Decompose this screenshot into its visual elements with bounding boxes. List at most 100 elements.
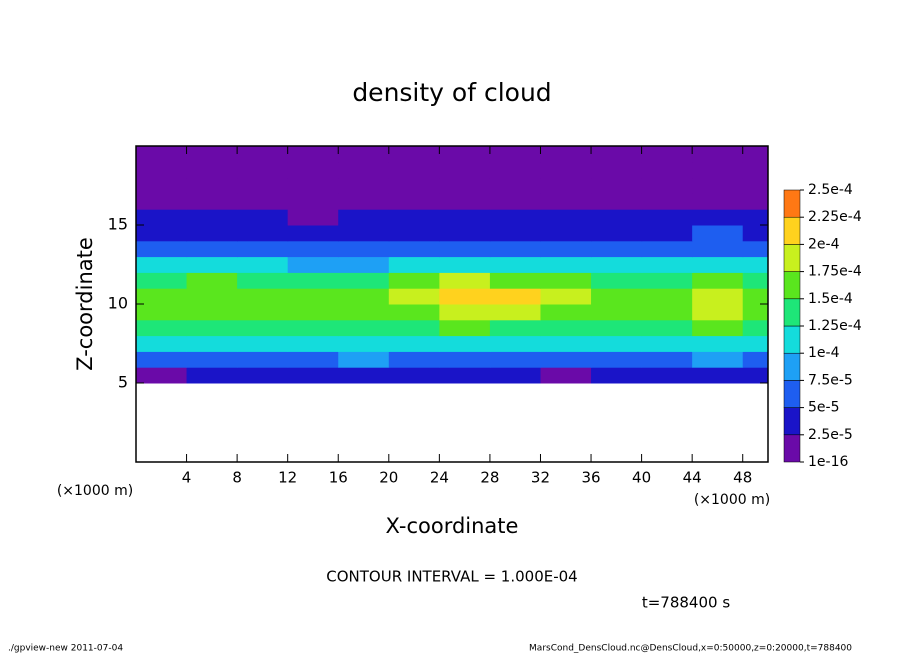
contour-cell xyxy=(692,367,744,384)
contour-cell xyxy=(338,161,390,179)
contour-cell xyxy=(591,256,643,273)
colorbar-label: 2.5e-5 xyxy=(808,427,853,443)
contour-cell xyxy=(742,146,769,163)
contour-cell xyxy=(489,209,541,226)
contour-cell xyxy=(439,288,491,305)
contour-cell xyxy=(136,209,188,226)
contour-cell xyxy=(136,367,188,384)
contour-cell xyxy=(388,146,440,163)
contour-cell xyxy=(641,177,693,194)
contour-cell xyxy=(641,209,693,226)
contour-cell xyxy=(237,304,289,321)
x-tick-label: 12 xyxy=(278,469,297,487)
contour-cell xyxy=(439,304,491,321)
contour-cell xyxy=(388,256,440,273)
contour-cell xyxy=(186,351,238,368)
time-note: t=788400 s xyxy=(642,594,730,612)
contour-cell xyxy=(439,240,491,258)
contour-cell xyxy=(641,272,693,289)
x-tick-label: 24 xyxy=(430,469,449,487)
contour-cell xyxy=(439,161,491,179)
x-tick-label: 8 xyxy=(232,469,242,487)
contour-cell xyxy=(186,209,238,226)
contour-cell xyxy=(641,335,693,352)
contour-cell xyxy=(237,256,289,273)
contour-cell xyxy=(540,304,592,321)
contour-cell xyxy=(591,367,643,384)
contour-cell xyxy=(641,304,693,321)
contour-cell xyxy=(186,193,238,210)
contour-cell xyxy=(742,319,769,337)
contour-cell xyxy=(287,256,339,273)
x-tick-label: 28 xyxy=(480,469,499,487)
contour-cell xyxy=(287,319,339,337)
contour-cell xyxy=(237,335,289,352)
contour-cell xyxy=(641,225,693,242)
contour-cell xyxy=(186,256,238,273)
contour-cell xyxy=(692,161,744,179)
contour-cell xyxy=(237,209,289,226)
contour-cell xyxy=(186,319,238,337)
contour-cell xyxy=(692,256,744,273)
contour-cell xyxy=(287,209,339,226)
contour-cell xyxy=(388,367,440,384)
contour-cell xyxy=(641,351,693,368)
contour-cell xyxy=(742,225,769,242)
contour-cell xyxy=(540,272,592,289)
contour-cell xyxy=(540,209,592,226)
colorbar-swatch xyxy=(783,244,801,272)
contour-cell xyxy=(439,225,491,242)
contour-cell xyxy=(338,272,390,289)
contour-cell xyxy=(692,288,744,305)
contour-cell xyxy=(136,177,188,194)
contour-cell xyxy=(591,240,643,258)
contour-cell xyxy=(338,225,390,242)
contour-cell xyxy=(540,146,592,163)
colorbar-label: 1.25e-4 xyxy=(808,318,862,334)
contour-cell xyxy=(489,256,541,273)
contour-cell xyxy=(439,335,491,352)
contour-cell xyxy=(742,209,769,226)
contour-cell xyxy=(692,146,744,163)
contour-cell xyxy=(338,319,390,337)
contour-cell xyxy=(136,240,188,258)
contour-cell xyxy=(287,367,339,384)
contour-cell xyxy=(186,335,238,352)
colorbar-swatch xyxy=(783,216,801,245)
contour-cell xyxy=(287,193,339,210)
contour-cell xyxy=(287,351,339,368)
contour-cell xyxy=(136,319,188,337)
contour-cell xyxy=(692,351,744,368)
colorbar-label: 7.5e-5 xyxy=(808,372,853,388)
contour-cell xyxy=(540,288,592,305)
contour-cell xyxy=(186,177,238,194)
contour-cell xyxy=(388,319,440,337)
contour-cell xyxy=(742,335,769,352)
contour-cell xyxy=(136,335,188,352)
contour-cell xyxy=(237,240,289,258)
contour-cell xyxy=(237,177,289,194)
chart-title: density of cloud xyxy=(352,78,551,107)
colorbar-swatch xyxy=(783,380,801,408)
contour-cell xyxy=(692,240,744,258)
contour-cell xyxy=(489,161,541,179)
contour-cell xyxy=(439,367,491,384)
contour-cell xyxy=(591,161,643,179)
contour-cell xyxy=(287,161,339,179)
contour-cell xyxy=(742,272,769,289)
contour-cell xyxy=(489,225,541,242)
contour-cell xyxy=(237,225,289,242)
contour-cell xyxy=(287,240,339,258)
colorbar-swatch xyxy=(783,407,801,436)
contour-cell xyxy=(237,288,289,305)
contour-cell xyxy=(388,177,440,194)
contour-cell xyxy=(136,351,188,368)
contour-cell xyxy=(742,177,769,194)
contour-cell xyxy=(540,319,592,337)
colorbar-swatch xyxy=(783,352,801,381)
contour-cell xyxy=(489,288,541,305)
contour-cell xyxy=(591,288,643,305)
y-tick-label: 5 xyxy=(118,373,128,392)
contour-cell xyxy=(641,256,693,273)
